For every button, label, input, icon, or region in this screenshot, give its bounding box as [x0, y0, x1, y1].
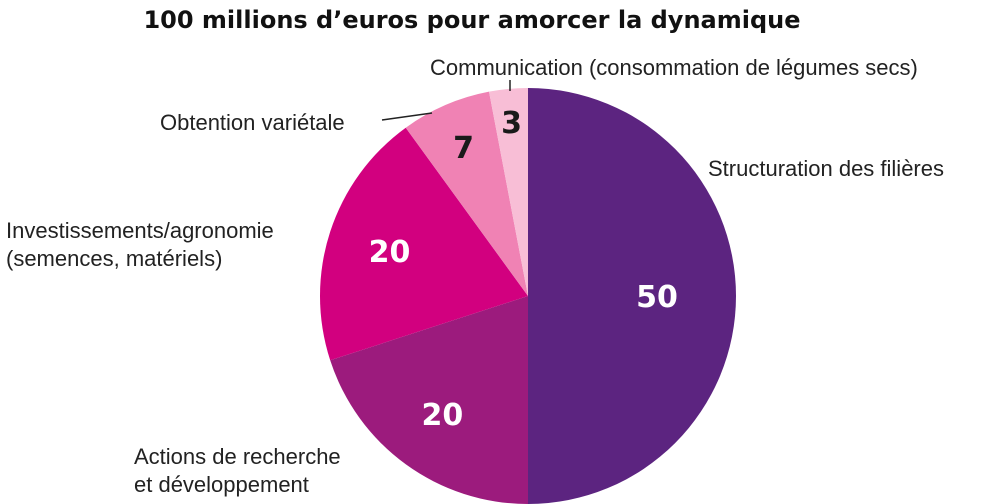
slice-value-label: 50 [636, 280, 678, 315]
pie-slices [319, 88, 736, 504]
slice-value-label: 20 [369, 235, 411, 270]
pie-slice [528, 88, 736, 504]
pie-slice [489, 88, 528, 296]
slice-category-label: Investissements/agronomie (semences, maté… [6, 218, 274, 271]
slice-value-label: 20 [422, 398, 464, 433]
slice-category-label: Obtention variétale [160, 110, 345, 135]
slice-value-label: 7 [453, 131, 474, 166]
leader-lines [381, 80, 511, 121]
category-labels: Structuration des filières Actions de rec… [6, 55, 944, 497]
pie-slice [405, 91, 528, 297]
slice-category-label: Communication (consommation de légumes s… [430, 55, 918, 80]
slice-category-label: Actions de recherche et développement [134, 444, 341, 497]
slice-category-label: Structuration des filières [708, 156, 944, 181]
chart-title: 100 millions d’euros pour amorcer la dyn… [143, 6, 800, 34]
slice-value-label: 3 [501, 106, 522, 141]
leader-line [381, 112, 433, 121]
pie-slice [319, 127, 528, 361]
value-labels: 50 20 20 73 [369, 106, 678, 433]
pie-slice [330, 296, 528, 504]
